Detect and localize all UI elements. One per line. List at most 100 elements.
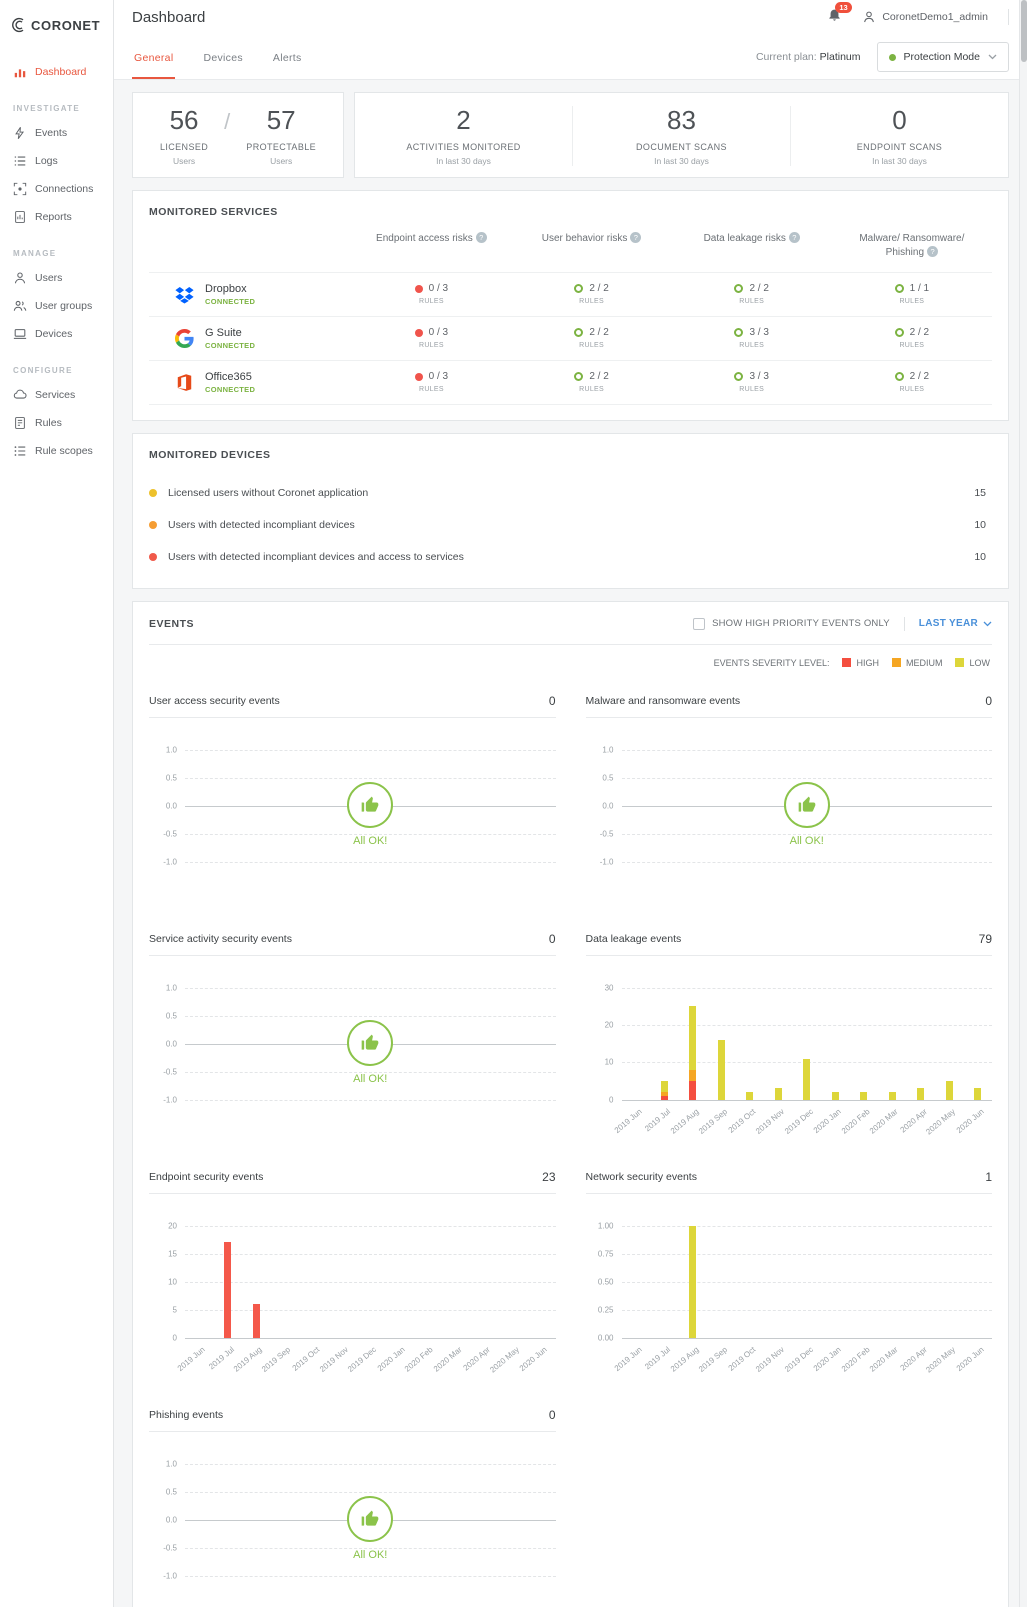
status-dot — [149, 488, 157, 497]
x-tick-label: 2020 Mar — [868, 1106, 901, 1136]
all-ok-label: All OK! — [353, 834, 388, 847]
header-divider — [1008, 9, 1009, 25]
column-label: User behavior risks — [541, 232, 628, 244]
service-cell: 2 / 2 RULES — [511, 283, 671, 305]
sidebar-item-user-groups[interactable]: User groups — [0, 292, 113, 320]
high-priority-checkbox[interactable] — [693, 617, 706, 630]
x-tick-label: 2019 Nov — [317, 1344, 350, 1374]
sidebar-item-dashboard[interactable]: Dashboard — [0, 58, 113, 86]
sidebar-item-label: Logs — [35, 155, 58, 167]
scrollbar-track[interactable] — [1019, 0, 1027, 1607]
service-name: G Suite — [205, 326, 242, 339]
sidebar-item-services[interactable]: Services — [0, 381, 113, 409]
y-tick-label: 0.0 — [165, 1515, 177, 1525]
sidebar-item-logs[interactable]: Logs — [0, 147, 113, 175]
device-stat-row[interactable]: Licensed users without Coronet applicati… — [149, 477, 992, 509]
device-stat-row[interactable]: Users with detected incompliant devices … — [149, 509, 992, 541]
sidebar-item-rules[interactable]: Rules — [0, 409, 113, 437]
chart-bar — [252, 1304, 260, 1338]
stat-slash: / — [224, 109, 231, 134]
rules-label: RULES — [418, 298, 444, 306]
tab-devices[interactable]: Devices — [203, 52, 243, 64]
service-row-office365[interactable]: Office365 CONNECTED 0 / 3 RULES 2 / 2 RULE… — [149, 359, 992, 404]
activity-stats-card: 2 ACTIVITIES MONITORED In last 30 days 8… — [354, 92, 1009, 178]
info-icon[interactable]: ? — [927, 246, 939, 258]
y-tick-label: 1.0 — [165, 983, 177, 993]
time-range-select[interactable]: LAST YEAR — [919, 618, 992, 629]
sidebar-item-label: Rules — [35, 417, 62, 429]
dashboard-content: 56 LICENSED Users / 57 PROTECTABLE Users… — [114, 80, 1027, 1607]
rules-label: RULES — [418, 342, 444, 350]
stat-document-scans: 83 DOCUMENT SCANS In last 30 days — [572, 106, 790, 166]
sidebar-item-events[interactable]: Events — [0, 119, 113, 147]
scrollbar-thumb[interactable] — [1021, 0, 1027, 62]
info-icon[interactable]: ? — [475, 232, 487, 244]
rule-count: 2 / 2 — [909, 327, 930, 339]
protection-mode-select[interactable]: Protection Mode — [876, 42, 1009, 72]
info-icon[interactable]: ? — [630, 232, 642, 244]
services-table-header: Endpoint access risks? User behavior ris… — [149, 232, 992, 272]
y-tick-label: 0.75 — [597, 1249, 614, 1259]
severity-swatch — [891, 658, 901, 668]
severity-label: LOW — [969, 657, 990, 668]
gsuite-icon — [175, 328, 194, 348]
gridline — [185, 1071, 556, 1073]
chart-plot: 0.00 0.25 0.50 0.75 1.00 2019 Jun 2019 Jul 2019… — [586, 1221, 992, 1374]
chart-phishing-events: Phishing events 0 1.0 0.5 0.0 -0.5 -1.0 All OK… — [149, 1408, 556, 1580]
page-title: Dashboard — [132, 8, 206, 26]
gridline — [185, 777, 556, 779]
thumbs-up-icon — [347, 1019, 394, 1066]
status-dot — [149, 520, 157, 529]
device-stat-row[interactable]: Users with detected incompliant devices … — [149, 541, 992, 573]
protection-status-dot — [888, 53, 896, 61]
service-row-dropbox[interactable]: Dropbox CONNECTED 0 / 3 RULES 2 / 2 RULES … — [149, 271, 992, 316]
status-dot — [734, 284, 744, 294]
sidebar-item-connections[interactable]: Connections — [0, 175, 113, 203]
service-row-gsuite[interactable]: G Suite CONNECTED 0 / 3 RULES 2 / 2 RULES … — [149, 315, 992, 360]
info-icon[interactable]: ? — [788, 232, 800, 244]
chart-bar — [888, 1092, 896, 1100]
status-dot — [414, 372, 423, 381]
y-tick-label: -1.0 — [163, 857, 177, 867]
tab-alerts[interactable]: Alerts — [272, 52, 302, 64]
sidebar-item-devices[interactable]: Devices — [0, 320, 113, 348]
rules-label: RULES — [418, 386, 444, 394]
severity-medium: MEDIUM — [891, 658, 942, 668]
gridline — [621, 1253, 992, 1255]
sidebar-item-reports[interactable]: Reports — [0, 203, 113, 231]
dropbox-icon — [175, 286, 194, 304]
x-tick-label: 2019 Jun — [176, 1344, 208, 1373]
report-icon — [15, 211, 25, 223]
x-tick-label: 2019 Oct — [726, 1344, 758, 1373]
sidebar-item-label: Reports — [35, 211, 72, 223]
y-tick-label: -0.5 — [163, 829, 177, 839]
crosshair-icon — [13, 182, 27, 196]
panel-title: EVENTS — [149, 617, 195, 630]
user-menu[interactable]: CoronetDemo1_admin — [862, 10, 988, 24]
notifications-button[interactable]: 13 — [827, 2, 852, 27]
chart-user-access-events: User access security events 0 1.0 0.5 0.0 -0… — [149, 694, 556, 866]
rules-label: RULES — [739, 298, 765, 306]
user-icon — [14, 272, 26, 284]
x-tick-label: 2019 Sep — [260, 1344, 293, 1374]
person-icon — [864, 11, 875, 23]
sidebar-item-label: Devices — [35, 328, 73, 340]
stat-value: 83 — [667, 105, 696, 135]
chart-title: Endpoint security events — [149, 1170, 264, 1183]
sidebar-item-rule-scopes[interactable]: Rule scopes — [0, 437, 113, 465]
service-name-column — [149, 232, 351, 260]
service-cell: 2 / 2 RULES — [832, 327, 992, 349]
sidebar-item-users[interactable]: Users — [0, 264, 113, 292]
gridline — [185, 1547, 556, 1549]
chart-bar — [774, 1088, 782, 1100]
tab-general[interactable]: General — [132, 39, 176, 79]
severity-legend-label: EVENTS SEVERITY LEVEL: — [713, 657, 830, 668]
service-name: Office365 — [205, 370, 252, 383]
stat-label: DOCUMENT SCANS — [636, 141, 727, 152]
device-stat-label: Users with detected incompliant devices — [168, 518, 355, 531]
chart-title: Malware and ransomware events — [585, 694, 741, 707]
username: CoronetDemo1_admin — [882, 11, 988, 23]
gridline — [185, 1309, 556, 1311]
stats-row: 56 LICENSED Users / 57 PROTECTABLE Users… — [132, 92, 1009, 178]
x-tick-label: 2019 Aug — [232, 1344, 265, 1374]
